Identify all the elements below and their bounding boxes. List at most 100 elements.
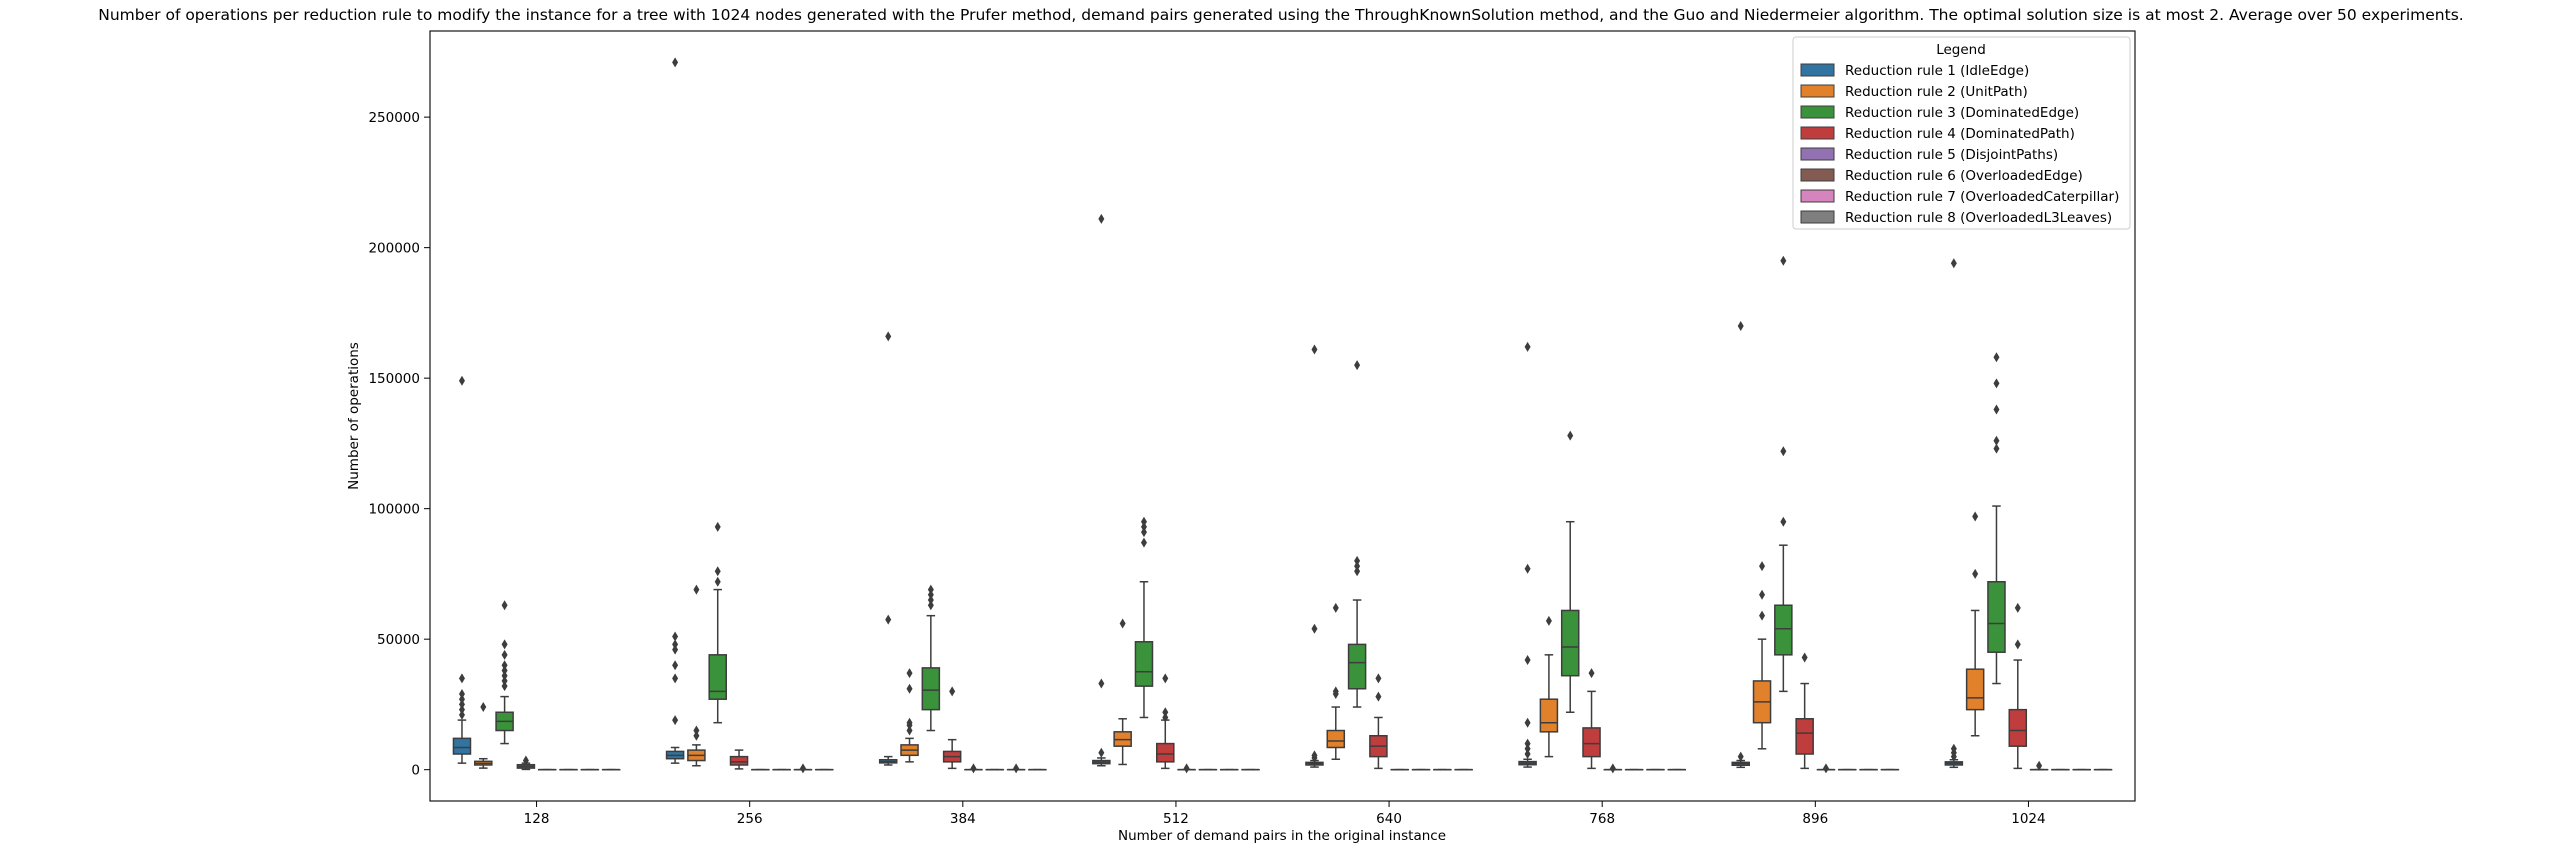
outlier-point (458, 709, 465, 720)
outlier-point (1354, 561, 1361, 572)
box (964, 763, 983, 774)
outlier-point (1780, 255, 1787, 266)
outlier-point (501, 670, 508, 681)
x-tick-label: 768 (1589, 811, 1615, 827)
box (495, 600, 514, 745)
outlier-point (501, 681, 508, 692)
y-tick-label: 250000 (368, 110, 420, 126)
legend-label: Reduction rule 2 (UnitPath) (1845, 84, 2028, 100)
box (921, 584, 941, 732)
legend-item: Reduction rule 8 (OverloadedL3Leaves) (1800, 210, 2112, 226)
box (1006, 763, 1026, 774)
outlier-point (501, 649, 508, 660)
x-tick-label: 640 (1376, 811, 1402, 827)
outlier-point (1098, 747, 1105, 758)
legend-frame (1792, 36, 2131, 230)
outlier-point (1801, 652, 1808, 663)
legend-items: Reduction rule 1 (IdleEdge) Reduction rul… (1800, 63, 2119, 226)
box (793, 763, 813, 774)
outlier-point (672, 639, 679, 650)
outlier-point (522, 755, 529, 766)
outlier-point (1098, 213, 1105, 224)
box (1177, 763, 1196, 774)
outlier-point (458, 375, 465, 386)
outlier-point (672, 57, 679, 68)
outlier-point (1737, 320, 1744, 331)
outlier-point (1993, 352, 2000, 363)
legend-label: Reduction rule 1 (IdleEdge) (1845, 63, 2029, 79)
outlier-point (672, 631, 679, 642)
box (1603, 763, 1623, 774)
outlier-point (1311, 344, 1318, 355)
outlier-point (1098, 678, 1105, 689)
legend-title: Legend (1936, 42, 1986, 58)
outlier-point (1524, 655, 1531, 666)
box (708, 521, 727, 724)
outlier-point (1354, 555, 1361, 566)
box (1944, 258, 1964, 769)
outlier-point (458, 673, 465, 684)
box (1987, 352, 2006, 685)
box (1731, 320, 1750, 769)
outlier-point (458, 704, 465, 715)
series-5 (537, 760, 2049, 774)
x-axis: 128 256 384 512 640 768 896 1024 (524, 801, 2046, 827)
box-body (1774, 604, 1793, 656)
outlier-point (2014, 639, 2021, 650)
outlier-point (501, 675, 508, 686)
box-series-group (452, 57, 2113, 774)
outlier-point (1609, 763, 1616, 774)
outlier-point (927, 600, 934, 611)
outlier-point (1972, 568, 1979, 579)
outlier-point (1524, 717, 1531, 728)
outlier-point (693, 725, 700, 736)
box (942, 686, 962, 770)
outlier-point (1993, 378, 2000, 389)
legend-item: Reduction rule 6 (OverloadedEdge) (1800, 168, 2083, 184)
outlier-point (714, 576, 721, 587)
outlier-point (885, 331, 892, 342)
box (474, 702, 493, 769)
box-body (1965, 668, 1985, 711)
outlier-point (906, 668, 913, 679)
outlier-point (501, 639, 508, 650)
x-axis-label: Number of demand pairs in the original i… (1118, 828, 1446, 844)
legend-item: Reduction rule 4 (DominatedPath) (1800, 126, 2075, 142)
legend-label: Reduction rule 3 (DominatedEdge) (1845, 105, 2079, 121)
legend-swatch (1800, 105, 1835, 119)
outlier-point (501, 660, 508, 671)
legend-label: Reduction rule 7 (OverloadedCaterpillar) (1845, 189, 2119, 205)
outlier-point (672, 673, 679, 684)
y-tick-label: 100000 (368, 502, 420, 518)
outlier-point (501, 665, 508, 676)
x-tick-label: 896 (1802, 811, 1828, 827)
box-body (1134, 641, 1154, 687)
outlier-point (799, 763, 806, 774)
box (1795, 652, 1814, 770)
outlier-point (714, 521, 721, 532)
box (687, 584, 706, 767)
outlier-point (1524, 563, 1531, 574)
y-tick-label: 200000 (368, 241, 420, 257)
outlier-point (714, 566, 721, 577)
box-body (1795, 718, 1814, 755)
outlier-point (1993, 435, 2000, 446)
y-tick-label: 0 (411, 763, 420, 779)
outlier-point (927, 584, 934, 595)
outlier-point (906, 725, 913, 736)
outlier-point (1524, 749, 1531, 760)
y-axis-label: Number of operations (346, 342, 362, 490)
y-tick-label: 50000 (377, 632, 420, 648)
box (2008, 602, 2028, 770)
outlier-point (970, 763, 977, 774)
outlier-point (693, 584, 700, 595)
outlier-point (949, 686, 956, 697)
series-4 (516, 602, 2028, 771)
outlier-point (1162, 712, 1169, 723)
box-body (1560, 609, 1580, 677)
outlier-point (1375, 691, 1382, 702)
box-body (1347, 643, 1367, 690)
legend-label: Reduction rule 4 (DominatedPath) (1845, 126, 2075, 142)
box-body (708, 654, 727, 700)
box (1582, 668, 1601, 770)
